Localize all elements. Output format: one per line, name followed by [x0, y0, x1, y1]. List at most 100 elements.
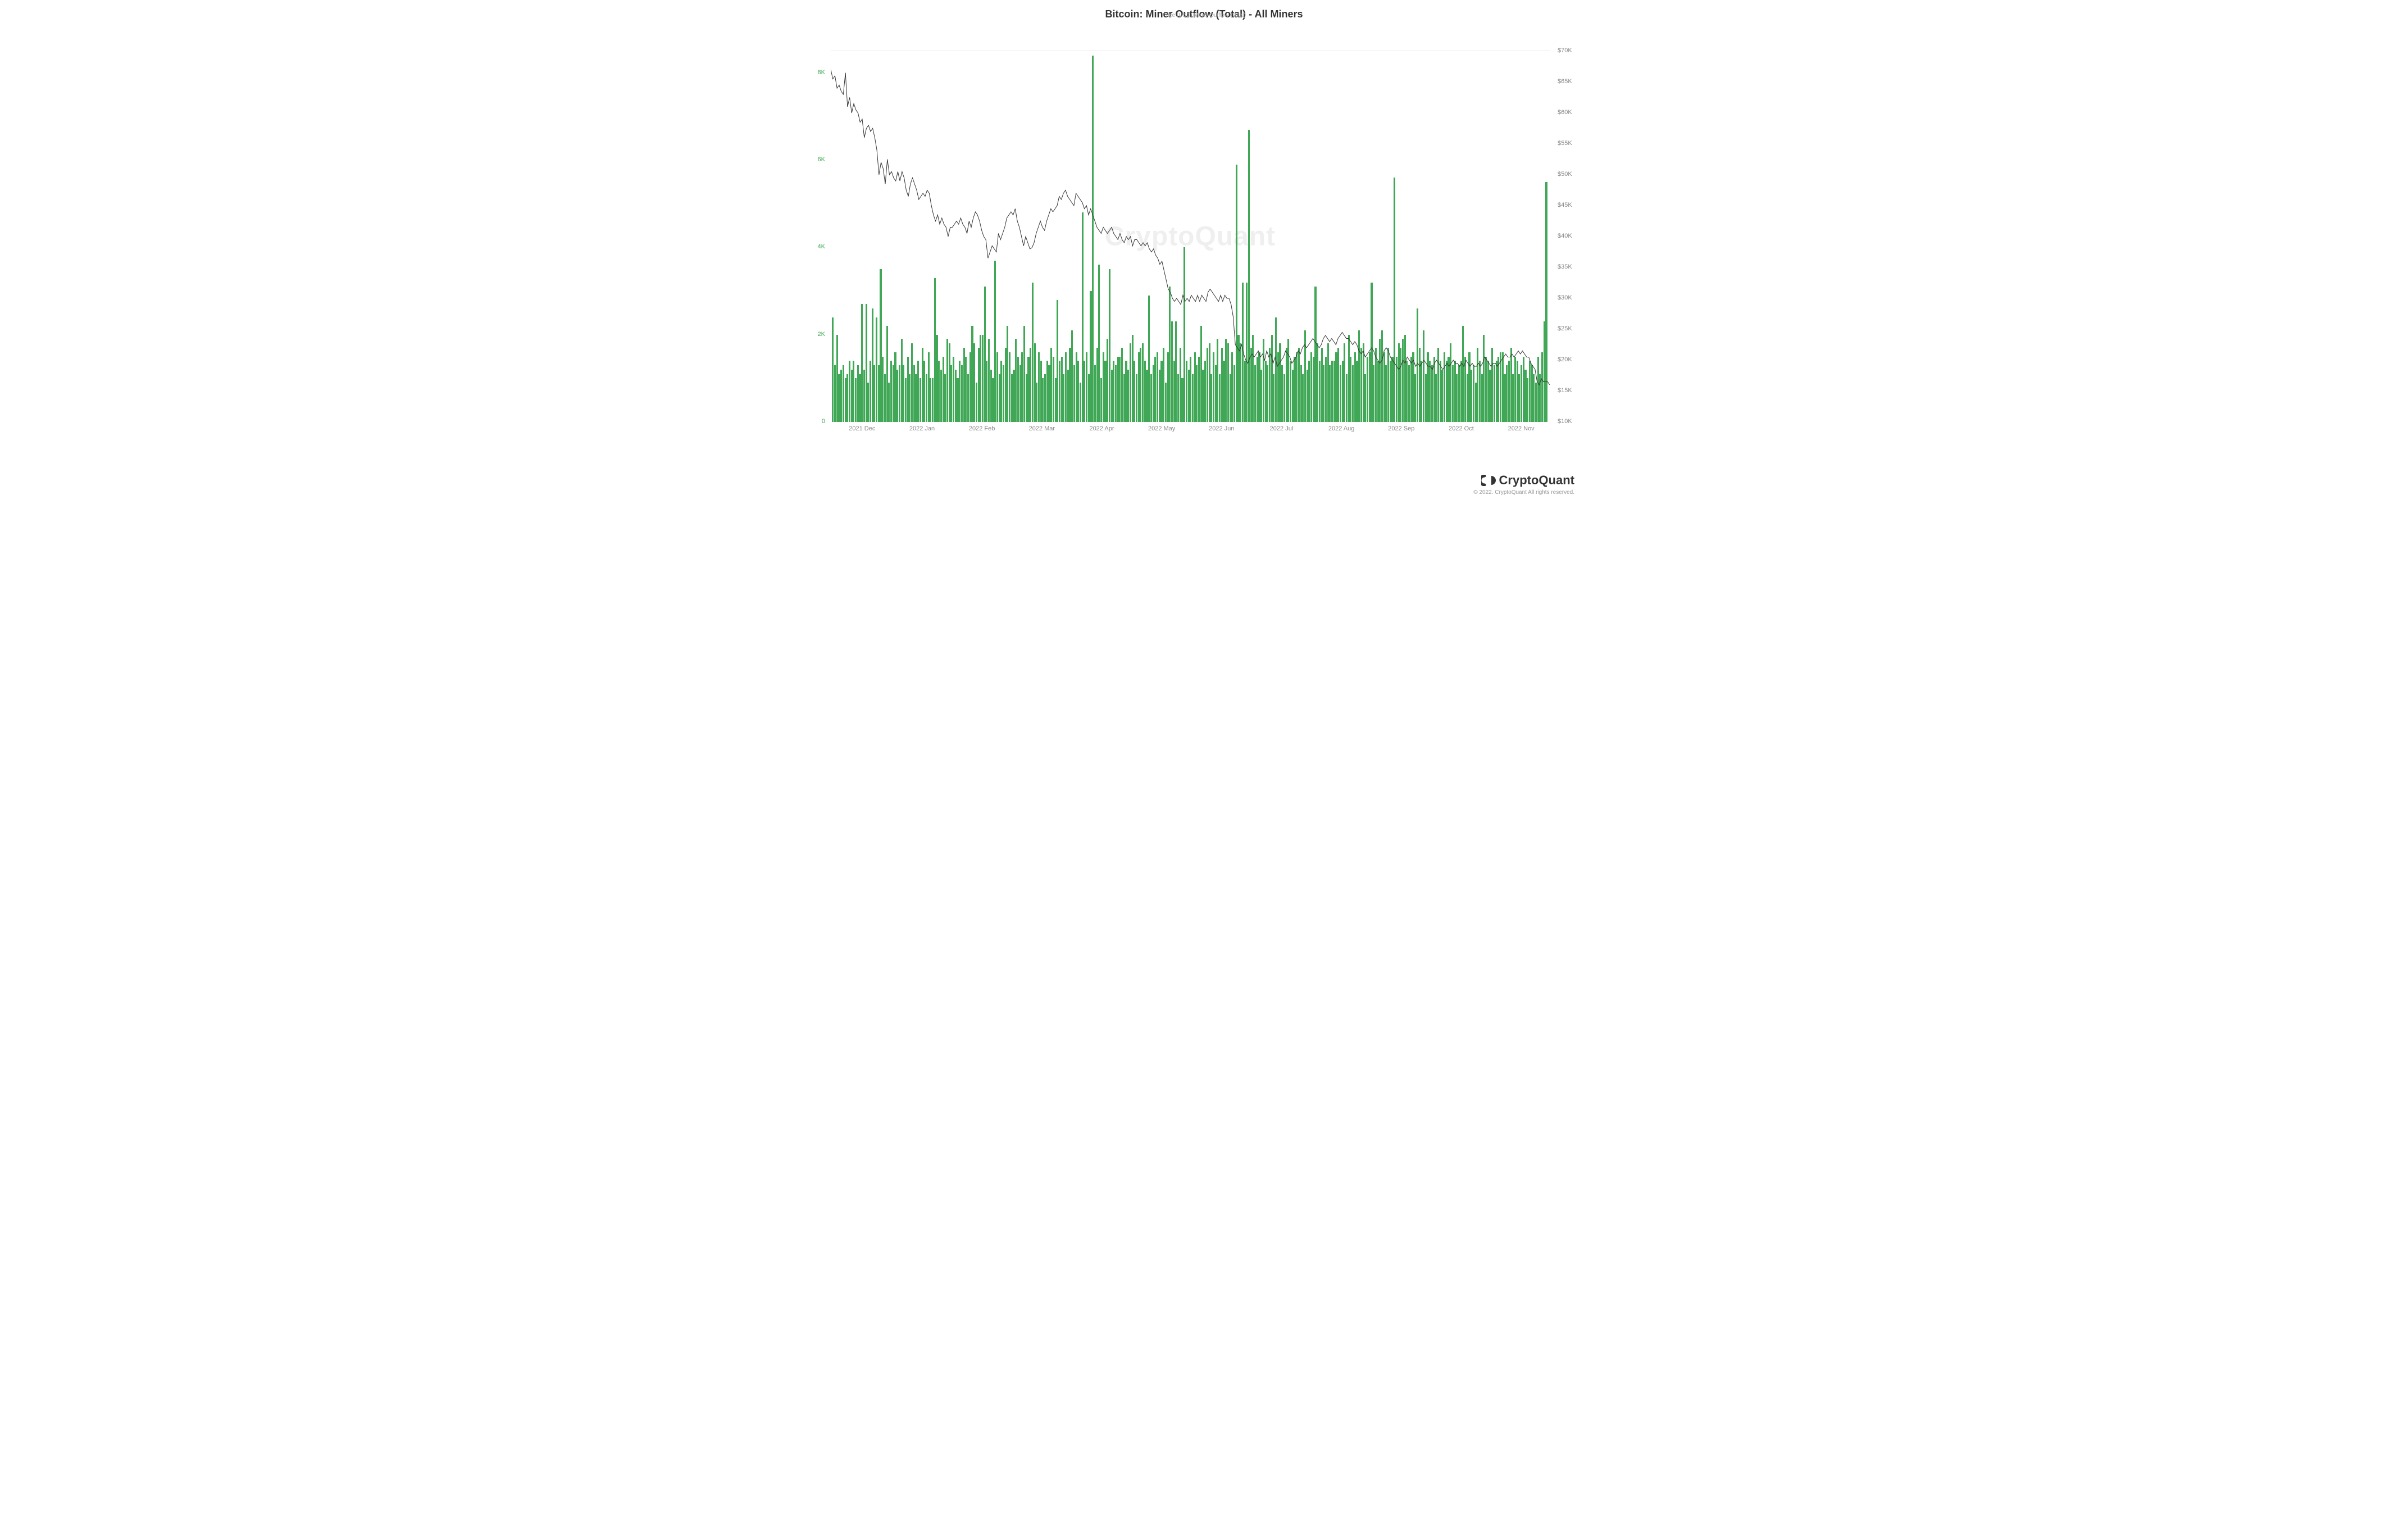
outflow-bar: [1146, 370, 1148, 422]
outflow-bar: [846, 374, 848, 422]
outflow-bar: [1421, 361, 1422, 422]
y-right-tick: $40K: [1558, 233, 1572, 239]
outflow-bar: [1250, 348, 1252, 422]
outflow-bar: [1342, 361, 1344, 422]
outflow-bar: [976, 383, 977, 422]
x-tick: 2022 Oct: [1449, 425, 1474, 432]
x-tick: 2022 Aug: [1328, 425, 1355, 432]
outflow-bar: [1371, 283, 1372, 422]
outflow-bar: [867, 383, 869, 422]
outflow-bar: [1215, 365, 1217, 422]
y-left-tick: 6K: [818, 156, 825, 163]
outflow-bar: [1429, 361, 1431, 422]
outflow-bar: [1475, 383, 1477, 422]
outflow-bar: [1148, 296, 1150, 422]
outflow-bar: [1163, 348, 1164, 422]
outflow-bar: [1406, 361, 1408, 422]
outflow-bar: [1286, 348, 1287, 422]
outflow-bar: [1061, 357, 1063, 422]
outflow-bar: [1541, 352, 1543, 422]
outflow-bar: [1130, 343, 1131, 422]
outflow-bar: [1000, 361, 1002, 422]
outflow-bar: [1321, 348, 1323, 422]
outflow-bar: [1440, 361, 1441, 422]
outflow-bar: [990, 370, 992, 422]
outflow-bar: [1340, 365, 1341, 422]
outflow-bar: [1055, 378, 1057, 422]
outflow-bar: [1545, 182, 1547, 422]
outflow-bar: [967, 374, 969, 422]
outflow-bar: [1494, 365, 1495, 422]
outflow-bar: [982, 335, 984, 422]
outflow-bar: [940, 370, 942, 422]
outflow-bar: [1292, 370, 1294, 422]
bar-series: [831, 51, 1550, 422]
outflow-bar: [1404, 335, 1406, 422]
y-left-tick: 4K: [818, 243, 825, 250]
outflow-bar: [1088, 374, 1090, 422]
outflow-bar: [1400, 348, 1401, 422]
outflow-bar: [1248, 130, 1250, 422]
outflow-bar: [901, 339, 903, 422]
outflow-bar: [1433, 357, 1435, 422]
y-right-tick: $50K: [1558, 171, 1572, 178]
outflow-bar: [1207, 348, 1208, 422]
footer: CryptoQuant © 2022. CryptoQuant All righ…: [1473, 473, 1574, 496]
outflow-bar: [1410, 357, 1412, 422]
outflow-bar: [1165, 383, 1167, 422]
outflow-bar: [1169, 287, 1171, 422]
y-right-tick: $60K: [1558, 109, 1572, 116]
outflow-bar: [1157, 352, 1158, 422]
x-tick: 2022 Jan: [909, 425, 935, 432]
outflow-bar: [1150, 374, 1152, 422]
outflow-bar: [1136, 374, 1137, 422]
outflow-bar: [971, 326, 973, 422]
outflow-bar: [1539, 374, 1541, 422]
x-tick: 2022 Feb: [969, 425, 995, 432]
y-axis-left: 02K4K6K8K: [803, 51, 828, 421]
outflow-bar: [1277, 352, 1279, 422]
outflow-bar: [1456, 374, 1458, 422]
outflow-bar: [923, 361, 925, 422]
outflow-bar: [1252, 335, 1254, 422]
outflow-bar: [1213, 352, 1214, 422]
outflow-bar: [1360, 348, 1362, 422]
outflow-bar: [963, 348, 965, 422]
outflow-bar: [988, 339, 990, 422]
outflow-bar: [1196, 365, 1198, 422]
outflow-bar: [1244, 361, 1246, 422]
outflow-bar: [1518, 374, 1520, 422]
chart-legend: Price (USD) Miner Outflow (Total): [1162, 12, 1245, 19]
outflow-bar: [1107, 339, 1108, 422]
x-tick: 2022 Jul: [1270, 425, 1294, 432]
outflow-bar: [836, 335, 838, 422]
outflow-bar: [1521, 365, 1522, 422]
outflow-bar: [978, 348, 980, 422]
outflow-bar: [1246, 283, 1248, 422]
outflow-bar: [1537, 357, 1539, 422]
outflow-bar: [1390, 361, 1391, 422]
outflow-bar: [899, 365, 900, 422]
outflow-bar: [1352, 365, 1354, 422]
outflow-bar: [946, 339, 948, 422]
y-left-tick: 8K: [818, 69, 825, 76]
outflow-bar: [909, 374, 911, 422]
outflow-bar: [1115, 365, 1117, 422]
outflow-bar: [1142, 343, 1144, 422]
outflow-bar: [872, 308, 873, 422]
outflow-bar: [934, 278, 936, 422]
outflow-bar: [905, 378, 907, 422]
outflow-bar: [1314, 287, 1316, 422]
y-right-tick: $30K: [1558, 294, 1572, 301]
outflow-bar: [1111, 370, 1113, 422]
outflow-bar: [1281, 365, 1283, 422]
outflow-bar: [1233, 365, 1235, 422]
outflow-bar: [1437, 348, 1439, 422]
outflow-bar: [1350, 357, 1351, 422]
outflow-bar: [953, 357, 954, 422]
outflow-bar: [957, 378, 958, 422]
outflow-bar: [1313, 357, 1314, 422]
outflow-bar: [1496, 361, 1497, 422]
outflow-bar: [1109, 269, 1110, 422]
y-right-tick: $20K: [1558, 356, 1572, 363]
